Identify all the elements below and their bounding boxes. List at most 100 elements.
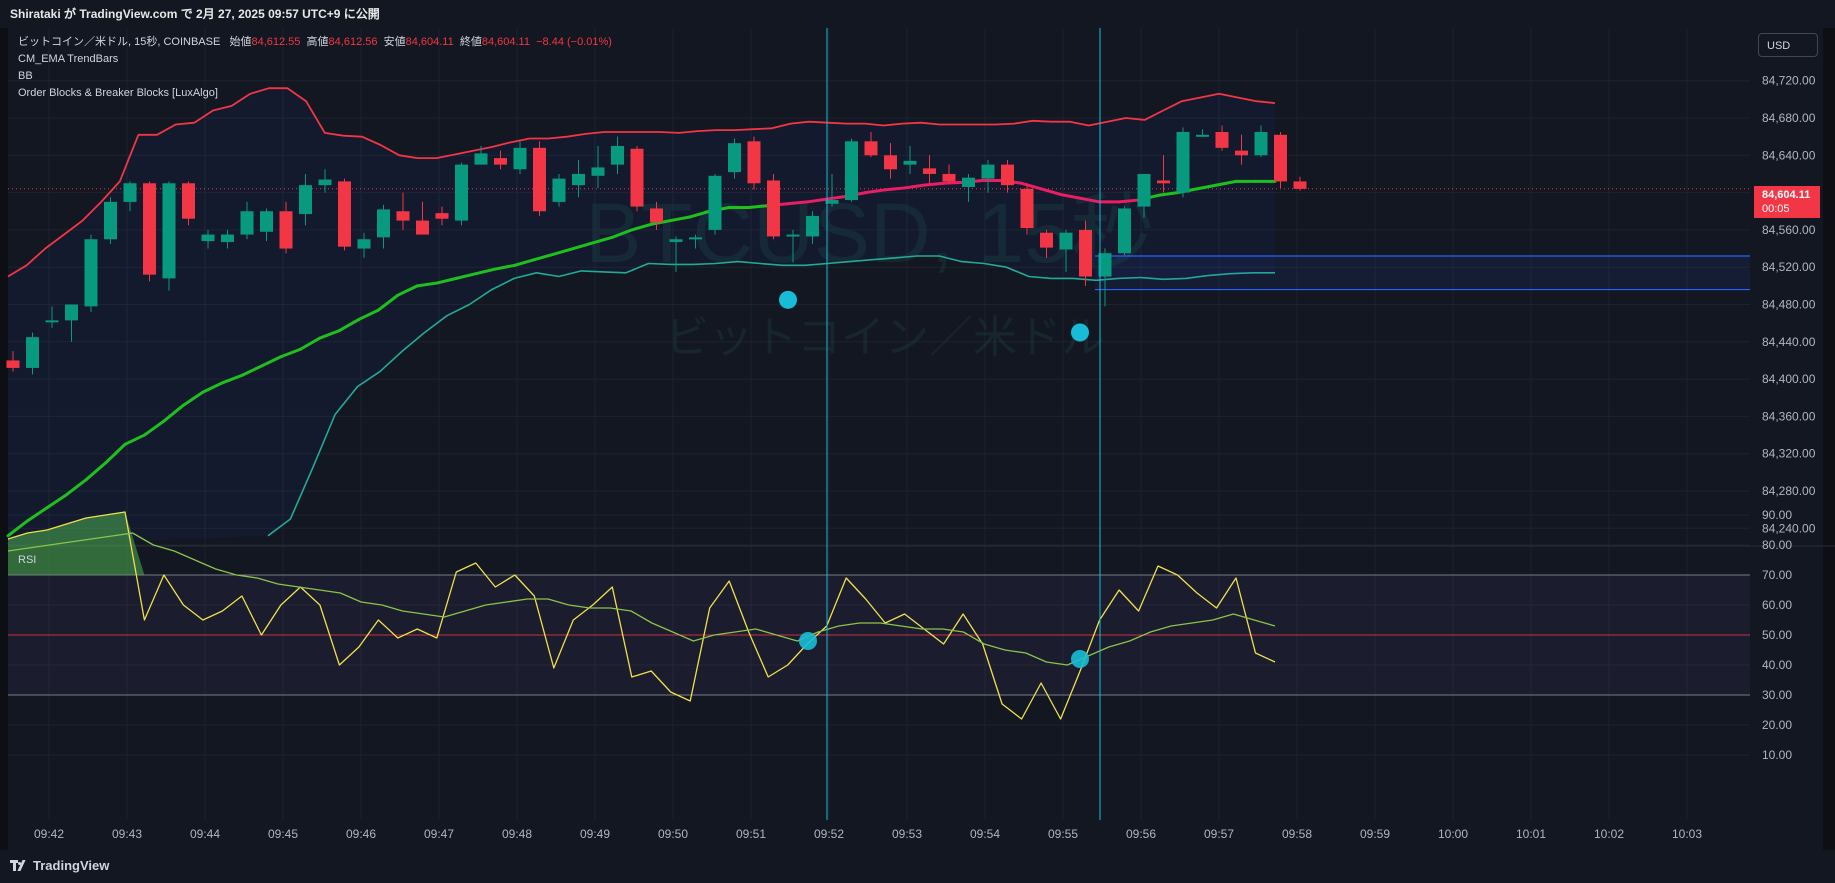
vertical-lines: [826, 28, 1101, 820]
ema-segment: [220, 373, 244, 385]
candle-body: [455, 164, 468, 221]
candle: [591, 145, 605, 188]
ema-segment: [64, 478, 88, 497]
candle: [747, 136, 761, 190]
time-axis-label: 09:45: [268, 827, 298, 841]
candle: [338, 178, 351, 251]
candle-body: [1040, 232, 1053, 248]
ema-segment: [1039, 187, 1063, 196]
candle-body: [299, 185, 312, 215]
time-axis-label: 10:00: [1438, 827, 1468, 841]
rsi-line: [7, 511, 1276, 720]
rsi-axis-label: 90.00: [1762, 508, 1792, 522]
ema-segment: [630, 222, 653, 232]
ema-segment: [1117, 198, 1141, 204]
ema-segment: [318, 329, 341, 340]
candle: [513, 141, 527, 174]
candle: [494, 150, 507, 170]
rsi-axis-label: 50.00: [1762, 628, 1792, 642]
candle-body: [806, 215, 819, 237]
rsi-axis-label: 40.00: [1762, 658, 1792, 672]
rsi-lines: [7, 511, 1276, 720]
indicator-cm-ema[interactable]: CM_EMA TrendBars: [18, 53, 119, 65]
order-block-zone: [1095, 256, 1750, 290]
candle: [1215, 125, 1229, 151]
indicator-order-blocks[interactable]: Order Blocks & Breaker Blocks [LuxAlgo]: [18, 87, 218, 99]
signal-dot: [779, 290, 797, 309]
candle: [884, 143, 897, 179]
candle-body: [767, 180, 780, 237]
candlesticks: [6, 125, 1307, 375]
ema-segment: [532, 252, 556, 262]
candle: [533, 141, 546, 216]
low-value: 84,604.11: [405, 36, 454, 48]
candle-body: [1020, 188, 1034, 229]
indicator-bb[interactable]: BB: [18, 70, 33, 82]
rsi-pane-label[interactable]: RSI: [18, 554, 37, 566]
time-axis-label: 09:53: [892, 827, 922, 841]
ema-segment: [123, 433, 146, 446]
candle: [981, 159, 995, 193]
ema-segment: [805, 197, 829, 204]
rsi-axis-label: 20.00: [1762, 718, 1792, 732]
ema-segment: [513, 258, 536, 267]
candle-body: [1215, 131, 1229, 148]
candle: [942, 164, 956, 184]
ema-segment: [864, 188, 887, 195]
candle-body: [845, 141, 858, 201]
time-axis-label: 09:56: [1126, 827, 1156, 841]
currency-button[interactable]: USD: [1758, 33, 1818, 57]
candle: [1157, 155, 1170, 193]
ema-segment: [1215, 179, 1238, 187]
candle: [435, 206, 449, 226]
symbol-name[interactable]: ビットコイン／米ドル, 15秒, COINBASE: [18, 36, 221, 48]
candle-body: [1079, 229, 1092, 277]
price-axis-label: 84,480.00: [1762, 298, 1816, 312]
chart-frame[interactable]: [8, 28, 1823, 850]
candle-body: [182, 183, 195, 219]
rsi-ma-line: [7, 532, 1276, 666]
symbol-ohlc-row[interactable]: ビットコイン／米ドル, 15秒, COINBASE 始値84,612.55 高値…: [18, 34, 612, 51]
tradingview-logo[interactable]: TradingView: [10, 858, 109, 873]
candle-body: [981, 164, 995, 179]
ema-segment: [142, 419, 166, 437]
candle-body: [1137, 173, 1151, 207]
ema-segment: [552, 247, 575, 256]
rsi-axis-label: 30.00: [1762, 688, 1792, 702]
candle: [923, 155, 936, 184]
bb-lower-line: [267, 255, 1275, 537]
price-axis-label: 84,280.00: [1762, 484, 1816, 498]
candle: [104, 197, 117, 244]
ema-segment: [259, 355, 283, 368]
candle: [1020, 183, 1034, 235]
candle: [1001, 159, 1014, 193]
candle: [65, 304, 78, 342]
ema-segment: [883, 186, 907, 192]
high-label: 高値: [306, 36, 329, 48]
candle: [669, 236, 683, 272]
ema-segment: [1059, 192, 1082, 200]
change-value: −8.44 (−0.01%): [536, 36, 612, 48]
ema-segment: [591, 235, 614, 245]
low-label: 安値: [383, 36, 406, 48]
ema-segment: [1078, 196, 1102, 204]
time-axis-label: 09:58: [1282, 827, 1312, 841]
candle: [1137, 173, 1151, 218]
candle-body: [1274, 134, 1287, 182]
candle: [279, 201, 293, 254]
candle-body: [630, 148, 644, 207]
ema-segment: [298, 336, 322, 351]
candle-body: [84, 239, 98, 307]
candle-body: [6, 360, 20, 368]
candle-body: [650, 208, 663, 223]
candle-body: [728, 143, 741, 173]
candle: [1196, 129, 1209, 137]
chart-legend: ビットコイン／米ドル, 15秒, COINBASE 始値84,612.55 高値…: [18, 34, 612, 102]
ema-segment: [747, 204, 770, 210]
ema-segment: [357, 308, 380, 321]
price-axis-label: 84,440.00: [1762, 335, 1816, 349]
candle: [357, 232, 371, 258]
candle-body: [552, 178, 566, 202]
candle-body: [377, 209, 390, 238]
